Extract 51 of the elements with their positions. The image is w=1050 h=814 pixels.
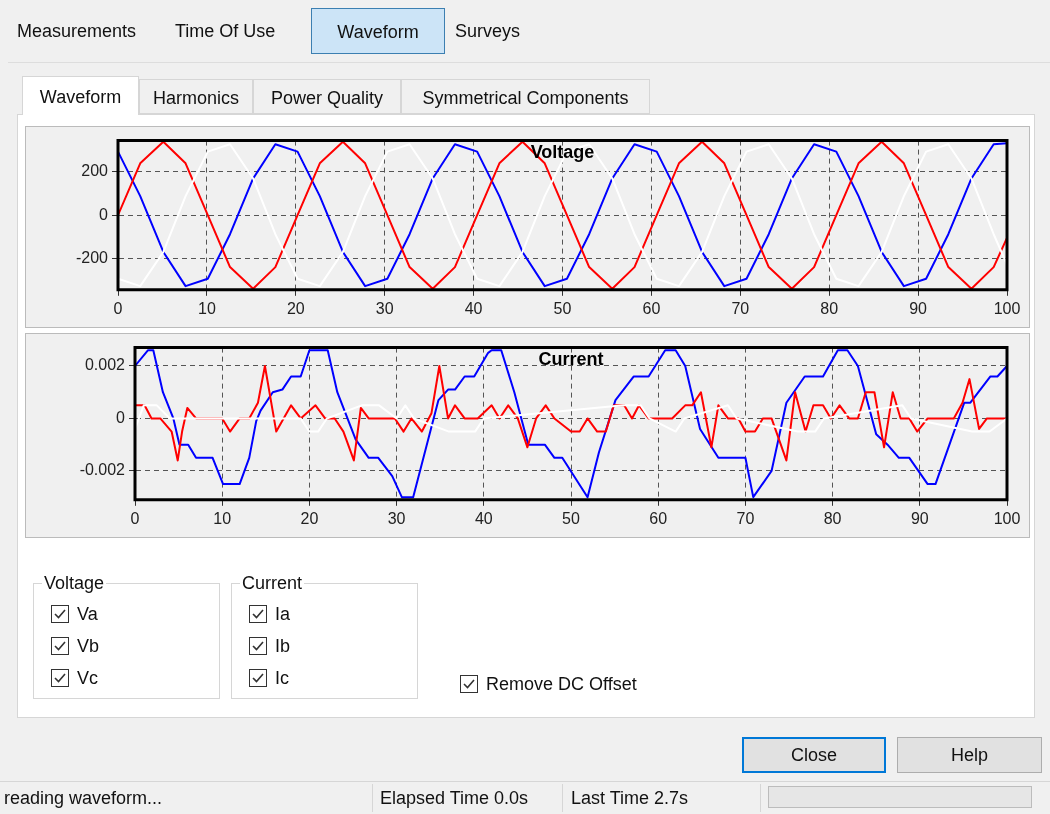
- y-tick-label: -0.002: [79, 461, 126, 479]
- text: Last Time 2.7s: [571, 787, 689, 810]
- text: Help: [897, 737, 1042, 773]
- x-tick-label: 10: [198, 299, 216, 317]
- chart-title: Voltage: [530, 141, 595, 162]
- y-tick-label: -200: [75, 248, 109, 266]
- text: Symmetrical Components: [401, 79, 650, 114]
- y-tick-label: 0.002: [84, 356, 126, 374]
- x-tick-label: 20: [286, 299, 305, 317]
- text: Va: [77, 603, 98, 625]
- x-tick-label: 100: [993, 299, 1021, 317]
- chart-title: Current: [538, 348, 604, 369]
- x-tick-label: 90: [910, 509, 929, 527]
- x-tick-label: 50: [553, 299, 572, 317]
- text: Vc: [77, 667, 99, 689]
- y-tick-label: 200: [81, 162, 109, 180]
- text: Remove DC Offset: [486, 673, 637, 695]
- x-tick-label: 70: [736, 509, 755, 527]
- text: Voltage: [42, 572, 107, 594]
- x-tick-label: 50: [562, 509, 580, 527]
- x-tick-label: 20: [300, 509, 319, 527]
- x-tick-label: 80: [823, 509, 842, 527]
- y-tick-label: 0: [99, 205, 109, 223]
- x-tick-label: 30: [375, 299, 394, 317]
- text: Power Quality: [253, 79, 401, 114]
- text: Surveys: [455, 20, 522, 43]
- text: Close: [742, 737, 886, 773]
- text: Elapsed Time 0.0s: [380, 787, 529, 810]
- text: Time Of Use: [175, 20, 277, 43]
- x-tick-label: 90: [909, 299, 928, 317]
- x-tick-label: 60: [649, 509, 668, 527]
- x-tick-label: 70: [731, 299, 750, 317]
- x-tick-label: 60: [642, 299, 661, 317]
- x-tick-label: 30: [387, 509, 406, 527]
- text: reading waveform...: [4, 787, 163, 810]
- x-tick-label: 10: [213, 509, 232, 527]
- y-tick-label: 0: [116, 408, 126, 426]
- text: Ib: [275, 635, 291, 657]
- text: Ia: [275, 603, 291, 625]
- text: Current: [240, 572, 305, 594]
- x-tick-label: 80: [820, 299, 839, 317]
- x-tick-label: 40: [474, 509, 493, 527]
- x-tick-label: 0: [130, 509, 140, 527]
- x-tick-label: 40: [464, 299, 483, 317]
- text: Measurements: [17, 20, 138, 43]
- text: Waveform: [311, 8, 445, 54]
- x-tick-label: 100: [993, 509, 1021, 527]
- text: Waveform: [22, 76, 139, 115]
- text: Ic: [275, 667, 290, 689]
- text: Vb: [77, 635, 100, 657]
- text: Harmonics: [139, 79, 253, 114]
